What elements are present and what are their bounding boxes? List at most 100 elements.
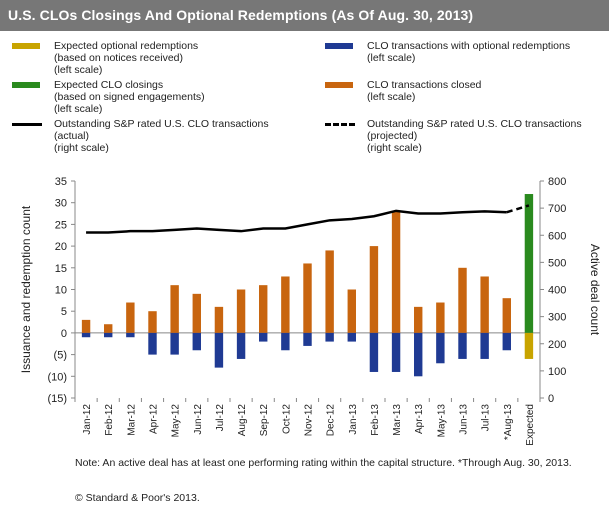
bar	[480, 276, 489, 333]
bar	[458, 267, 467, 333]
bar	[148, 332, 157, 355]
right-tick-label: 400	[548, 285, 566, 297]
bar	[436, 302, 445, 333]
x-tick-label: Jun-13	[459, 404, 470, 435]
bar	[81, 319, 91, 333]
legend-label: Expected optional redemptions (based on …	[54, 40, 199, 76]
x-tick-label: Jul-13	[481, 404, 492, 432]
legend-swatch	[325, 123, 355, 126]
bar	[303, 263, 312, 333]
x-tick-label: Nov-12	[304, 404, 315, 437]
bar	[369, 332, 379, 372]
bar	[414, 332, 423, 377]
legend-label: Outstanding S&P rated U.S. CLO transacti…	[54, 118, 269, 154]
x-tick-label: Mar-12	[126, 404, 137, 436]
legend-swatch	[12, 82, 40, 88]
right-tick-label: 300	[548, 312, 566, 324]
bar	[391, 332, 401, 372]
x-tick-label: Dec-12	[326, 404, 337, 437]
x-tick-label: Sep-12	[259, 404, 270, 437]
chart-title: U.S. CLOs Closings And Optional Redempti…	[8, 7, 474, 23]
left-tick-label: 20	[55, 241, 67, 253]
bar	[480, 332, 489, 359]
x-tick-label: Jan-12	[82, 404, 93, 435]
left-tick-label: (5)	[54, 350, 67, 362]
bar	[436, 332, 445, 364]
y2-axis-title: Active deal count	[588, 244, 602, 336]
bar	[391, 211, 401, 333]
left-tick-label: 35	[55, 176, 67, 188]
legend-label: Expected CLO closings (based on signed e…	[54, 79, 205, 115]
bar	[369, 246, 379, 333]
x-tick-label: Jul-12	[215, 404, 226, 432]
bar	[236, 332, 246, 359]
bar	[192, 293, 201, 333]
x-tick-label: Expected	[525, 404, 536, 446]
right-tick-label: 500	[548, 257, 566, 269]
bar	[458, 332, 467, 359]
legend-label: Outstanding S&P rated U.S. CLO transacti…	[367, 118, 582, 154]
x-tick-label: May-13	[436, 404, 447, 438]
bar	[259, 285, 268, 333]
right-tick-label: 100	[548, 366, 566, 378]
footnote: Note: An active deal has at least one pe…	[75, 457, 572, 469]
x-tick-label: Aug-12	[237, 404, 248, 437]
bar	[414, 306, 423, 333]
x-tick-label: Jan-13	[348, 404, 359, 435]
copyright: © Standard & Poor's 2013.	[75, 492, 200, 504]
left-tick-label: 10	[55, 285, 67, 297]
bar	[148, 311, 157, 333]
legend-label: CLO transactions closed (left scale)	[367, 79, 482, 103]
x-tick-label: *Aug-13	[503, 404, 514, 441]
legend-label: CLO transactions with optional redemptio…	[367, 40, 571, 64]
bar	[214, 332, 224, 368]
bar	[259, 332, 268, 342]
right-tick-label: 600	[548, 230, 566, 242]
chart-title-bar: U.S. CLOs Closings And Optional Redempti…	[0, 0, 609, 31]
legend-swatch	[12, 123, 42, 126]
x-tick-label: Apr-12	[149, 404, 160, 434]
right-tick-label: 0	[548, 393, 554, 405]
bar	[281, 332, 290, 351]
x-tick-label: Jun-12	[193, 404, 204, 435]
left-tick-label: (10)	[47, 371, 67, 383]
legend-swatch	[12, 43, 40, 49]
bar	[347, 289, 356, 333]
bar	[524, 332, 534, 359]
bar	[104, 324, 113, 333]
bar	[236, 289, 246, 333]
right-tick-label: 700	[548, 203, 566, 215]
bar	[170, 332, 179, 355]
projected-line	[506, 204, 530, 214]
x-tick-label: Apr-13	[414, 404, 425, 434]
bar	[502, 298, 511, 333]
bar	[325, 250, 334, 333]
x-tick-label: Feb-13	[370, 404, 381, 436]
left-tick-label: 0	[61, 328, 67, 340]
bar	[281, 276, 290, 333]
bar	[502, 332, 511, 351]
bar	[303, 332, 312, 346]
legend-swatch	[325, 82, 353, 88]
bar	[104, 332, 113, 338]
left-tick-label: 30	[55, 198, 67, 210]
x-tick-label: Mar-13	[392, 404, 403, 436]
bar	[81, 332, 91, 338]
bar	[524, 194, 534, 333]
bar	[347, 332, 356, 342]
bar	[126, 302, 135, 333]
left-tick-label: 15	[55, 263, 67, 275]
x-tick-label: Feb-12	[104, 404, 115, 436]
y-axis-title: Issuance and redemption count	[19, 205, 33, 373]
left-tick-label: (15)	[47, 393, 67, 405]
bar	[126, 332, 135, 338]
x-tick-label: May-12	[171, 404, 182, 438]
x-tick-label: Oct-12	[281, 404, 292, 434]
legend-swatch	[325, 43, 353, 49]
left-tick-label: 25	[55, 219, 67, 231]
right-tick-label: 200	[548, 339, 566, 351]
bar	[170, 285, 179, 333]
bar	[214, 306, 224, 333]
left-tick-label: 5	[61, 306, 67, 318]
